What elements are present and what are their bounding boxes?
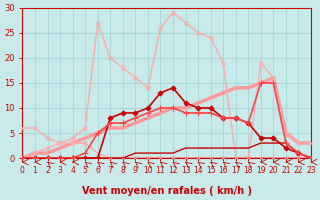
X-axis label: Vent moyen/en rafales ( km/h ): Vent moyen/en rafales ( km/h ) xyxy=(82,186,252,196)
